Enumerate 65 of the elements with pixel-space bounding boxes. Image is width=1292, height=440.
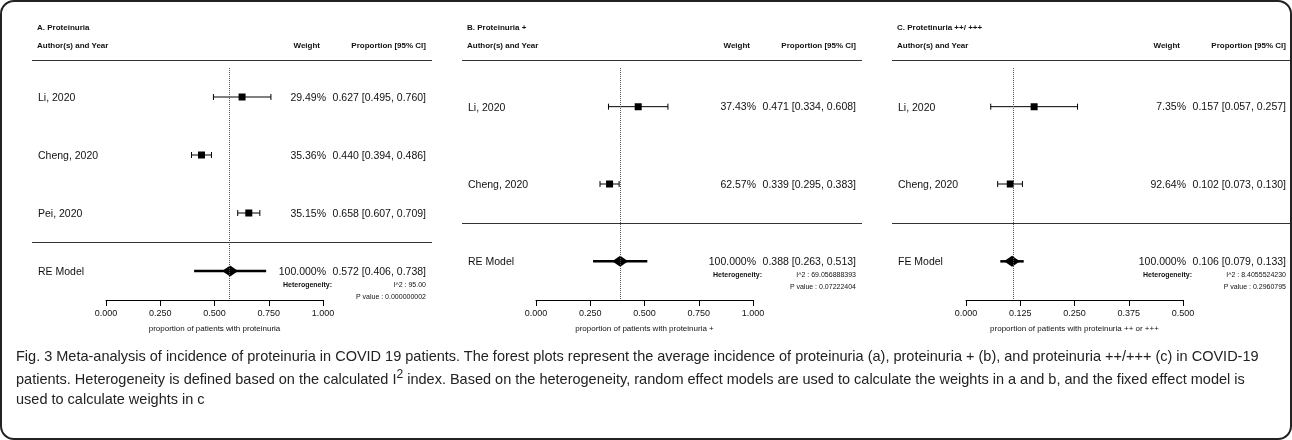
data-label: 0.440 [0.394, 0.486] <box>332 148 426 161</box>
y-tick-label: FE Model <box>898 255 943 268</box>
annotation: 92.64% <box>1150 177 1186 190</box>
y-tick-label: RE Model <box>38 265 85 277</box>
y-tick-label: Cheng, 2020 <box>468 178 529 190</box>
x-axis-title: proportion of patients with proteinuria ++ or +++ <box>990 323 1160 333</box>
y-tick-label: Pei, 2020 <box>38 207 83 219</box>
x-tick-label: 0.750 <box>687 307 711 318</box>
text: 0.388 [0.263, 0.513] <box>762 255 856 268</box>
x-tick-label: 1.000 <box>311 307 335 318</box>
chart-title: B. Proteinuria + <box>467 23 527 32</box>
text: Weight <box>293 41 320 50</box>
point <box>222 265 239 277</box>
x-tick-label: 0.500 <box>1171 307 1195 318</box>
text: Weight <box>1153 41 1180 50</box>
chart-title: C. Protetinuria ++/ +++ <box>897 23 983 32</box>
x-axis-title: proportion of patients with proteinuria <box>148 323 281 333</box>
data-label: 0.658 [0.607, 0.709] <box>332 206 426 219</box>
y-tick-label: RE Model <box>468 255 515 268</box>
x-tick-label: 0.000 <box>94 307 118 318</box>
x-tick-label: 0.000 <box>524 307 548 318</box>
x-tick-label: 0.500 <box>203 307 226 318</box>
data-label: 0.471 [0.334, 0.608] <box>762 100 856 113</box>
annotation: 100.000% <box>278 264 326 277</box>
text: Author(s) and Year <box>37 41 109 50</box>
text: Author(s) and Year <box>467 41 539 50</box>
data-label: 0.627 [0.495, 0.760] <box>332 90 426 103</box>
data-label: 0.102 [0.073, 0.130] <box>1192 177 1286 190</box>
x-tick-label: 0.125 <box>1008 307 1032 318</box>
y-tick-label: Li, 2020 <box>898 100 936 113</box>
data-label: 0.339 [0.295, 0.383] <box>762 177 856 190</box>
text: Proportion [95% CI] <box>1211 41 1286 50</box>
text: 0.572 [0.406, 0.738] <box>332 264 426 277</box>
annotation: 62.57% <box>720 177 756 190</box>
point <box>245 209 253 217</box>
text: Author(s) and Year <box>897 41 969 50</box>
text: Fig. 3 Meta-analysis of incidence of proteinuria in COVID 19 patients. The forest plots represent the average incidence of proteinuria (a), proteinuria + (b), and proteinuria ++/+++ (c) in COVID-19 patients. Heterogeneity is defined based on the calculated I$^{2}$ index. Based on the heterogeneity, random effect models are used to calculate the weights in a and b, and the fixed effect model is used to calculate weights in c <box>16 348 1259 408</box>
text: Weight <box>723 41 750 50</box>
y-tick-label: Li, 2020 <box>38 91 76 103</box>
x-tick-label: 0.250 <box>1063 307 1086 318</box>
x-tick-label: 0.250 <box>578 307 602 318</box>
x-tick-label: 0.750 <box>257 307 281 318</box>
annotation: 7.35% <box>1156 100 1186 113</box>
point <box>238 93 246 101</box>
x-axis-title: proportion of patients with proteinuria + <box>575 323 715 333</box>
x-tick-label: 0.375 <box>1117 307 1141 318</box>
text: Proportion [95% CI] <box>781 41 856 50</box>
annotation: 100.000% <box>1138 255 1186 268</box>
y-tick-label: Li, 2020 <box>468 100 506 113</box>
y-tick-label: Cheng, 2020 <box>898 178 959 190</box>
x-tick-label: 0.500 <box>633 307 656 318</box>
annotation: 29.49% <box>290 90 326 103</box>
annotation: 35.15% <box>290 206 326 219</box>
x-tick-label: 1.000 <box>741 307 765 318</box>
annotation: 100.000% <box>708 255 756 268</box>
x-tick-label: 0.250 <box>148 307 172 318</box>
text: 0.106 [0.079, 0.133] <box>1192 255 1286 268</box>
chart-title: A. Proteinuria <box>37 23 90 32</box>
y-tick-label: Cheng, 2020 <box>38 149 99 161</box>
text: Proportion [95% CI] <box>351 41 426 50</box>
point <box>197 151 205 159</box>
annotation: 37.43% <box>720 100 756 113</box>
annotation: 35.36% <box>290 148 326 161</box>
data-label: 0.157 [0.057, 0.257] <box>1192 100 1286 113</box>
x-tick-label: 0.000 <box>954 307 978 318</box>
